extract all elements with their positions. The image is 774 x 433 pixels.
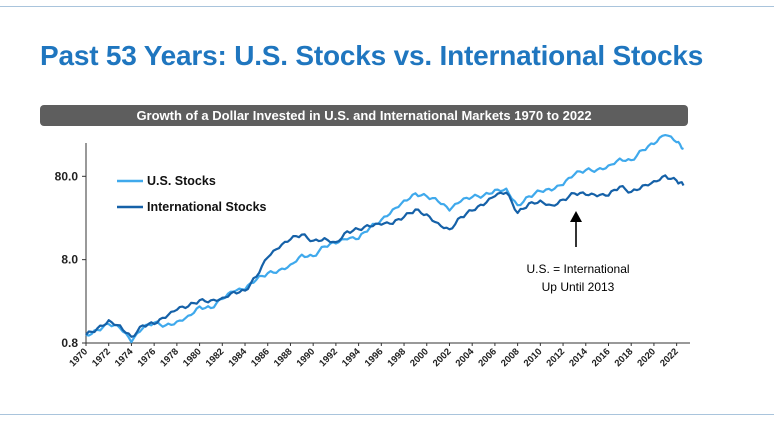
x-tick-label: 2004 xyxy=(454,346,477,369)
legend-label: International Stocks xyxy=(147,200,267,214)
legend-label: U.S. Stocks xyxy=(147,174,216,188)
x-tick-label: 2022 xyxy=(658,346,681,369)
x-tick-label: 2000 xyxy=(408,346,431,369)
x-tick-label: 2006 xyxy=(476,346,499,369)
x-tick-label: 1976 xyxy=(136,346,159,369)
x-tick-label: 1998 xyxy=(385,346,408,369)
y-tick-label: 0.8 xyxy=(61,336,78,350)
x-tick-label: 1994 xyxy=(340,346,363,369)
x-tick-label: 1986 xyxy=(249,346,272,369)
subtitle-banner: Growth of a Dollar Invested in U.S. and … xyxy=(40,105,688,126)
annotation-arrow-head xyxy=(570,211,582,222)
series-line-us-stocks xyxy=(85,134,684,344)
x-tick-label: 2016 xyxy=(590,346,613,369)
x-tick-label: 2018 xyxy=(613,346,636,369)
top-divider xyxy=(0,6,774,7)
y-tick-label: 80.0 xyxy=(55,169,79,183)
series-line-international-stocks xyxy=(85,174,685,338)
y-tick-label: 8.0 xyxy=(61,253,78,267)
x-tick-label: 1984 xyxy=(226,346,249,369)
x-tick-label: 1974 xyxy=(113,346,136,369)
x-tick-label: 1982 xyxy=(204,346,227,369)
annotation-line-2: Up Until 2013 xyxy=(542,280,615,294)
x-tick-label: 2010 xyxy=(522,346,545,369)
x-tick-label: 1978 xyxy=(158,346,181,369)
x-tick-label: 2012 xyxy=(544,346,567,369)
x-tick-label: 1990 xyxy=(295,346,318,369)
x-tick-label: 2020 xyxy=(635,346,658,369)
x-tick-label: 1992 xyxy=(317,346,340,369)
page-title: Past 53 Years: U.S. Stocks vs. Internati… xyxy=(40,40,704,71)
annotation-line-1: U.S. = International xyxy=(526,262,629,276)
x-tick-label: 2002 xyxy=(431,346,454,369)
x-tick-label: 1980 xyxy=(181,346,204,369)
x-tick-label: 2008 xyxy=(499,346,522,369)
x-tick-label: 2014 xyxy=(567,346,590,369)
x-tick-label: 1996 xyxy=(363,346,386,369)
x-tick-label: 1988 xyxy=(272,346,295,369)
x-tick-label: 1972 xyxy=(90,346,113,369)
bottom-divider xyxy=(0,414,774,415)
